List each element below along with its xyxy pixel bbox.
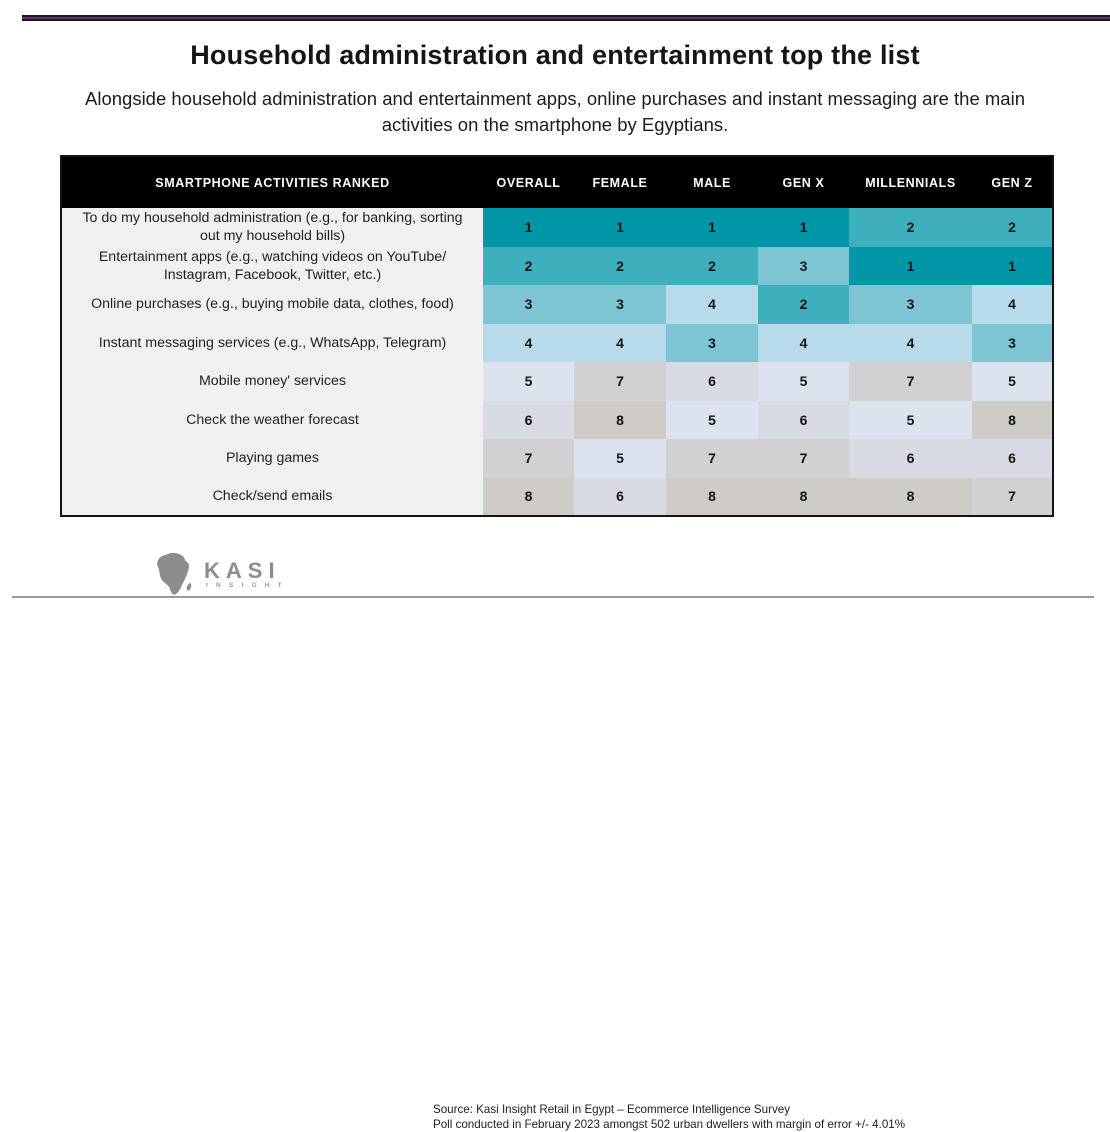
- header-activities: SMARTPHONE ACTIVITIES RANKED: [61, 156, 483, 208]
- header-genz: GEN Z: [972, 156, 1053, 208]
- rank-cell: 3: [972, 324, 1053, 363]
- table-row: Instant messaging services (e.g., WhatsA…: [61, 324, 1053, 363]
- rank-cell: 3: [666, 324, 758, 363]
- rank-cell: 5: [666, 401, 758, 440]
- table-row: Entertainment apps (e.g., watching video…: [61, 247, 1053, 286]
- activity-label: Instant messaging services (e.g., WhatsA…: [61, 324, 483, 363]
- rank-cell: 7: [666, 439, 758, 478]
- rank-cell: 4: [574, 324, 666, 363]
- rank-table-body: To do my household administration (e.g.,…: [61, 208, 1053, 516]
- rank-cell: 1: [483, 208, 574, 247]
- top-divider-line: [22, 15, 1110, 21]
- rank-cell: 4: [666, 285, 758, 324]
- rank-cell: 6: [666, 362, 758, 401]
- rank-cell: 4: [849, 324, 972, 363]
- rank-cell: 2: [849, 208, 972, 247]
- table-row: Online purchases (e.g., buying mobile da…: [61, 285, 1053, 324]
- rank-cell: 7: [758, 439, 849, 478]
- header-genx: GEN X: [758, 156, 849, 208]
- rank-cell: 6: [972, 439, 1053, 478]
- rank-cell: 4: [972, 285, 1053, 324]
- rank-cell: 2: [758, 285, 849, 324]
- rank-cell: 5: [483, 362, 574, 401]
- rank-cell: 7: [483, 439, 574, 478]
- rank-cell: 3: [849, 285, 972, 324]
- rank-cell: 1: [849, 247, 972, 286]
- rank-cell: 2: [972, 208, 1053, 247]
- smartphone-activities-table: SMARTPHONE ACTIVITIES RANKED OVERALL FEM…: [60, 155, 1052, 517]
- rank-cell: 8: [972, 401, 1053, 440]
- activity-label: Mobile money' services: [61, 362, 483, 401]
- header-female: FEMALE: [574, 156, 666, 208]
- africa-map-icon: [152, 552, 200, 598]
- rank-cell: 8: [666, 478, 758, 517]
- rank-cell: 5: [574, 439, 666, 478]
- rank-cell: 4: [758, 324, 849, 363]
- rank-cell: 6: [849, 439, 972, 478]
- header-millennials: MILLENNIALS: [849, 156, 972, 208]
- activity-label: Playing games: [61, 439, 483, 478]
- rank-cell: 3: [483, 285, 574, 324]
- header-male: MALE: [666, 156, 758, 208]
- bottom-divider-line: [12, 596, 1094, 598]
- activity-label: Entertainment apps (e.g., watching video…: [61, 247, 483, 286]
- rank-cell: 1: [666, 208, 758, 247]
- rank-cell: 8: [483, 478, 574, 517]
- rank-cell: 7: [574, 362, 666, 401]
- rank-cell: 5: [849, 401, 972, 440]
- kasi-insight-logo: KASI I N S I G H T: [148, 550, 280, 598]
- rank-cell: 1: [972, 247, 1053, 286]
- activity-label: Online purchases (e.g., buying mobile da…: [61, 285, 483, 324]
- source-line-2: Poll conducted in February 2023 amongst …: [433, 1118, 1053, 1132]
- rank-cell: 8: [574, 401, 666, 440]
- rank-cell: 2: [666, 247, 758, 286]
- rank-cell: 6: [483, 401, 574, 440]
- rank-cell: 3: [758, 247, 849, 286]
- rank-cell: 1: [574, 208, 666, 247]
- rank-cell: 6: [758, 401, 849, 440]
- page-title: Household administration and entertainme…: [0, 40, 1110, 71]
- activity-label: Check/send emails: [61, 478, 483, 517]
- source-note: Source: Kasi Insight Retail in Egypt – E…: [433, 1103, 1053, 1132]
- rank-cell: 7: [972, 478, 1053, 517]
- logo-subtext: I N S I G H T: [206, 582, 285, 589]
- rank-cell: 2: [574, 247, 666, 286]
- rank-cell: 3: [574, 285, 666, 324]
- table-row: To do my household administration (e.g.,…: [61, 208, 1053, 247]
- page-subtitle: Alongside household administration and e…: [55, 86, 1055, 138]
- rank-cell: 5: [758, 362, 849, 401]
- rank-cell: 8: [758, 478, 849, 517]
- header-overall: OVERALL: [483, 156, 574, 208]
- activity-label: To do my household administration (e.g.,…: [61, 208, 483, 247]
- rank-cell: 7: [849, 362, 972, 401]
- rank-table: SMARTPHONE ACTIVITIES RANKED OVERALL FEM…: [60, 155, 1054, 517]
- rank-cell: 4: [483, 324, 574, 363]
- activity-label: Check the weather forecast: [61, 401, 483, 440]
- rank-cell: 6: [574, 478, 666, 517]
- table-header-row: SMARTPHONE ACTIVITIES RANKED OVERALL FEM…: [61, 156, 1053, 208]
- rank-cell: 5: [972, 362, 1053, 401]
- rank-cell: 2: [483, 247, 574, 286]
- logo-wordmark: KASI: [204, 558, 281, 584]
- rank-cell: 8: [849, 478, 972, 517]
- rank-cell: 1: [758, 208, 849, 247]
- source-line-1: Source: Kasi Insight Retail in Egypt – E…: [433, 1103, 1053, 1118]
